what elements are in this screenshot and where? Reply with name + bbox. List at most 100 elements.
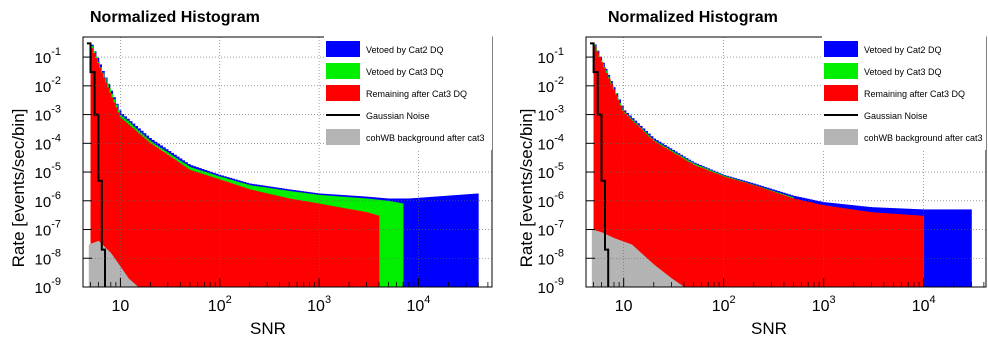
bar (652, 263, 654, 287)
y-tick-label: 10-3 (538, 104, 564, 125)
bar (144, 138, 147, 287)
bar (758, 187, 762, 287)
bar (862, 211, 866, 287)
bar (414, 197, 418, 287)
bar (860, 210, 863, 287)
bar (242, 187, 246, 287)
bar (681, 285, 683, 287)
bar (193, 171, 196, 287)
bar (643, 255, 645, 287)
bar (370, 213, 374, 287)
bar (625, 242, 627, 287)
bar (702, 168, 705, 287)
bar (624, 242, 626, 287)
bar (152, 145, 155, 287)
chart-panel-right: Normalized Histogram Rate [events/sec/bi… (494, 0, 988, 341)
bar (638, 251, 640, 287)
plot-frame (82, 36, 493, 288)
bar (236, 185, 240, 287)
bar (394, 202, 397, 287)
bar (368, 213, 372, 287)
bar (671, 152, 675, 287)
bar (306, 201, 310, 287)
bar (679, 284, 681, 287)
bar (669, 277, 671, 287)
bar (732, 179, 736, 287)
bar (871, 212, 875, 287)
bar (626, 242, 628, 287)
bar (671, 278, 673, 287)
bar (664, 273, 666, 287)
bar (626, 242, 628, 287)
bar (607, 78, 611, 287)
bar (678, 156, 682, 287)
bar (453, 195, 457, 287)
bar (869, 212, 873, 287)
bar (680, 157, 684, 287)
bar (624, 113, 627, 287)
bar (641, 254, 643, 287)
bar (631, 245, 633, 287)
bar (786, 196, 790, 287)
bar (674, 280, 676, 287)
bar (730, 178, 734, 287)
bar (603, 233, 605, 287)
bar (469, 193, 474, 287)
bar (930, 209, 935, 287)
legend-label: Vetoed by Cat3 DQ (864, 67, 942, 77)
bar (615, 238, 617, 287)
bar (647, 136, 651, 287)
y-tick-label: 10-7 (35, 219, 61, 240)
y-axis-label: Rate [events/sec/bin] (9, 109, 28, 268)
bar (941, 209, 945, 287)
bar (350, 209, 353, 287)
bar (657, 267, 659, 287)
bar (602, 233, 605, 287)
bar (770, 191, 774, 287)
bar (425, 197, 429, 287)
bar (803, 200, 807, 287)
bar (768, 190, 771, 287)
bar (343, 208, 347, 287)
bar (374, 214, 378, 287)
bar (829, 206, 833, 287)
bar (650, 138, 653, 287)
bar (902, 214, 906, 287)
bar (617, 100, 620, 288)
bar (631, 244, 633, 287)
bar (133, 129, 137, 287)
bar (680, 284, 682, 287)
bar (683, 159, 686, 287)
bar (304, 201, 308, 287)
bar (331, 206, 334, 287)
bar (630, 244, 632, 287)
bar (656, 266, 658, 287)
bar (597, 231, 599, 287)
bar (310, 202, 314, 287)
bar (622, 241, 624, 287)
bar (649, 261, 651, 287)
bar (631, 120, 635, 287)
bar (189, 169, 192, 287)
bar (613, 238, 615, 287)
bar (380, 200, 384, 287)
bar (643, 131, 646, 287)
bar (125, 122, 129, 287)
bar (207, 175, 211, 287)
bar (668, 276, 670, 287)
bar (916, 215, 920, 287)
bar (657, 143, 660, 287)
bar (158, 149, 161, 287)
bar (148, 142, 151, 287)
bar (636, 249, 638, 287)
bar (633, 246, 635, 287)
bar (612, 237, 614, 287)
bar (664, 147, 668, 287)
bar (358, 210, 361, 287)
bar (601, 232, 603, 287)
bar (598, 231, 600, 287)
legend-swatch (824, 85, 858, 101)
bar (210, 176, 213, 287)
chart-panel-left: Normalized Histogram Rate [events/sec/bi… (9, 9, 493, 338)
bar (673, 153, 677, 287)
